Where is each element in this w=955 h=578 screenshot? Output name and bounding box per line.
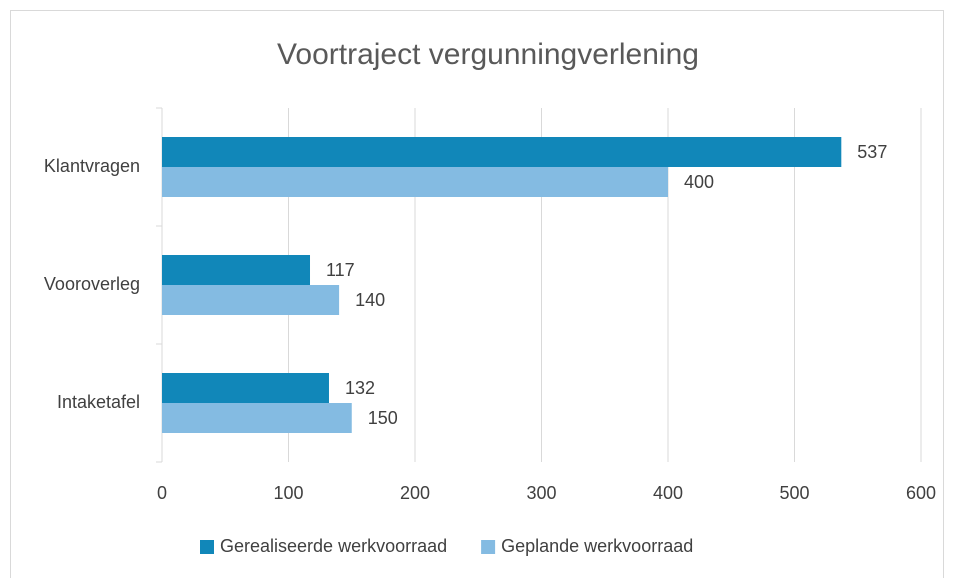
chart-title: Voortraject vergunningverlening [277, 38, 699, 71]
legend-swatch [481, 540, 496, 554]
bar [162, 403, 352, 433]
bar [162, 255, 311, 285]
x-tick-label: 200 [400, 483, 430, 503]
y-tick-label: Vooroverleg [44, 274, 140, 294]
legend-swatch [200, 540, 214, 554]
data-label: 132 [345, 378, 375, 398]
bar [162, 167, 668, 197]
y-tick-label: Klantvragen [44, 156, 140, 176]
y-tick-label: Intaketafel [57, 392, 140, 412]
legend-label: Gerealiseerde werkvoorraad [220, 536, 447, 556]
x-tick-label: 100 [273, 483, 303, 503]
x-tick-label: 300 [526, 483, 556, 503]
x-tick-label: 600 [906, 483, 936, 503]
bar [162, 285, 340, 315]
data-label: 150 [368, 408, 398, 428]
data-label: 117 [326, 260, 355, 280]
data-label: 140 [355, 290, 385, 310]
bar [162, 373, 329, 403]
x-tick-label: 0 [157, 483, 167, 503]
x-tick-label: 400 [653, 483, 683, 503]
data-label: 537 [857, 142, 887, 162]
data-label: 400 [684, 172, 714, 192]
legend-label: Geplande werkvoorraad [501, 536, 693, 556]
bar [162, 137, 842, 167]
x-tick-label: 500 [779, 483, 809, 503]
